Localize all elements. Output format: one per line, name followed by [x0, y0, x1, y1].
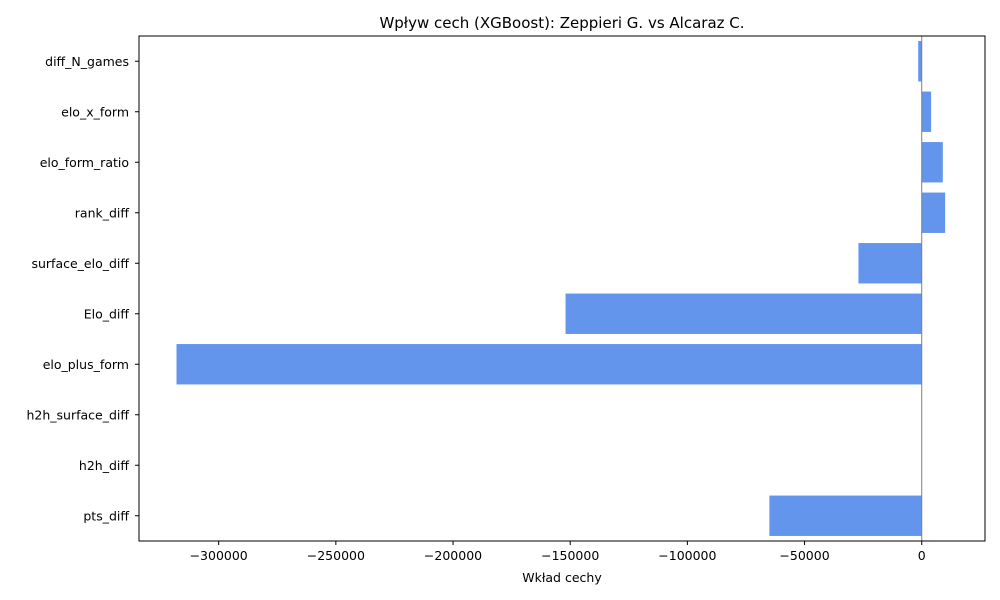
y-tick-label: diff_N_games	[45, 54, 129, 69]
y-tick-label: elo_x_form	[61, 104, 129, 119]
bar-rank_diff	[921, 192, 946, 233]
y-tick-label: pts_diff	[83, 508, 129, 523]
y-tick-label: elo_plus_form	[43, 357, 129, 372]
y-tick-label: h2h_diff	[79, 458, 129, 473]
x-tick-label: −50000	[779, 548, 829, 563]
bars-group	[176, 41, 946, 536]
bar-elo_plus_form	[176, 344, 922, 385]
x-axis-label: Wkład cechy	[522, 570, 602, 585]
bar-surface_elo_diff	[858, 243, 922, 284]
bar-elo_form_ratio	[921, 142, 943, 183]
y-tick-label: Elo_diff	[84, 306, 130, 321]
x-tick-label: −250000	[307, 548, 365, 563]
x-axis: −300000 −250000 −200000 −150000 −100000 −5000…	[190, 541, 926, 563]
x-tick-label: −100000	[658, 548, 716, 563]
y-tick-label: elo_form_ratio	[40, 155, 129, 170]
x-tick-label: −200000	[424, 548, 482, 563]
y-axis: diff_N_games elo_x_form elo_form_ratiorank…	[26, 54, 139, 523]
bar-diff_N_games	[918, 41, 922, 82]
bar-elo_x_form	[921, 91, 932, 132]
chart-title: Wpływ cech (XGBoost): Zeppieri G. vs Alc…	[379, 14, 744, 32]
x-tick-label: −300000	[190, 548, 248, 563]
bar-pts_diff	[769, 495, 922, 536]
plot-frame	[138, 35, 986, 542]
bar-Elo_diff	[565, 293, 922, 334]
y-tick-label: rank_diff	[75, 205, 130, 220]
x-tick-label: 0	[918, 548, 926, 563]
x-tick-label: −150000	[541, 548, 599, 563]
y-tick-label: h2h_surface_diff	[26, 407, 129, 422]
y-tick-label: surface_elo_diff	[31, 256, 129, 271]
